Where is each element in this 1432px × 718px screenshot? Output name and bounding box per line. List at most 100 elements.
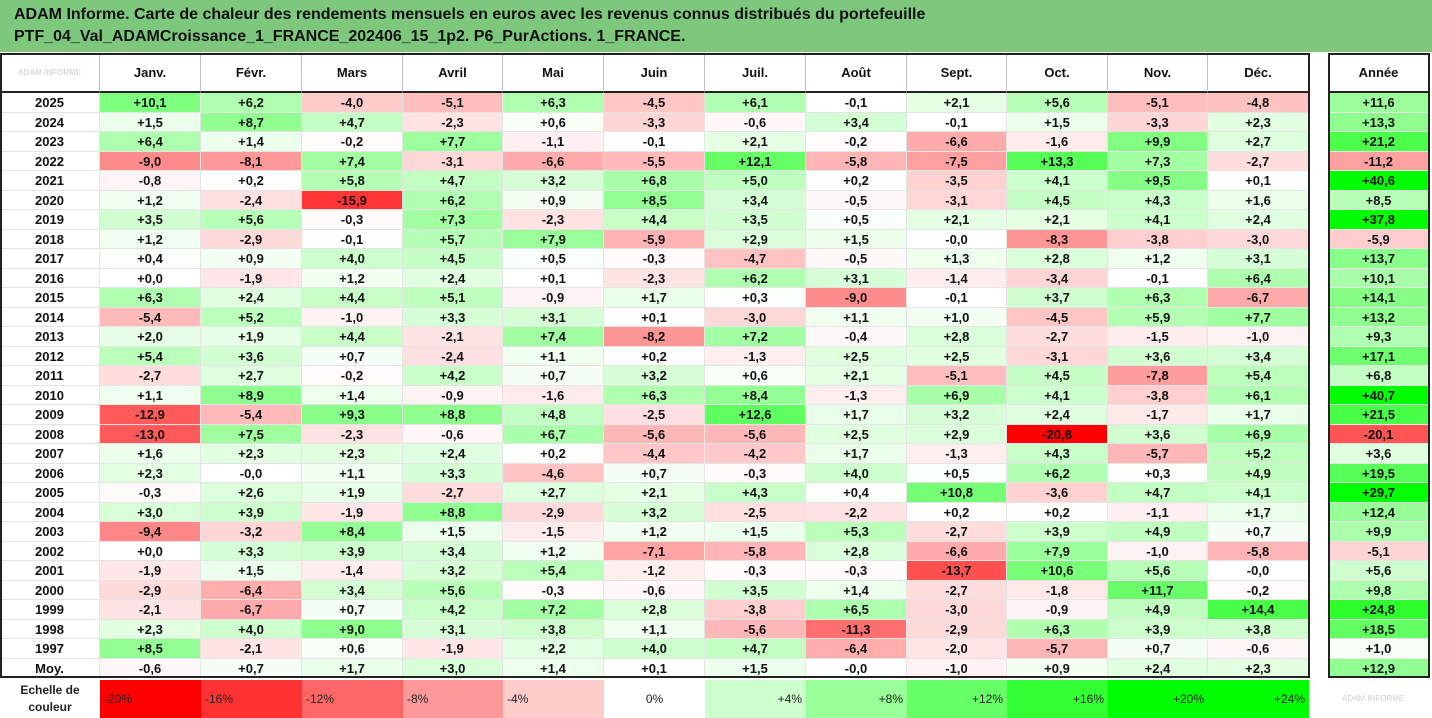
heatmap-cell: +4,1 bbox=[1108, 210, 1208, 230]
heatmap-cell: -5,8 bbox=[806, 151, 907, 171]
heatmap-cell: +11,7 bbox=[1108, 580, 1208, 600]
year-label: 2019 bbox=[0, 210, 100, 230]
heatmap-cell: +6,3 bbox=[1007, 619, 1108, 639]
heatmap-cell: +2,2 bbox=[503, 639, 604, 659]
column-header-9: Sept. bbox=[907, 53, 1007, 93]
chart-title-line-2: PTF_04_Val_ADAMCroissance_1_FRANCE_20240… bbox=[14, 28, 686, 45]
heatmap-cell: +4,5 bbox=[403, 249, 503, 269]
year-label: 1997 bbox=[0, 639, 100, 659]
heatmap-cell: +7,2 bbox=[503, 600, 604, 620]
heatmap-cell: -1,3 bbox=[907, 444, 1007, 464]
column-header-5: Mai bbox=[503, 53, 604, 93]
heatmap-cell: -4,8 bbox=[1208, 93, 1309, 113]
heatmap-cell: -1,8 bbox=[1007, 580, 1108, 600]
year-label: 2015 bbox=[0, 288, 100, 308]
heatmap-cell: +7,9 bbox=[503, 229, 604, 249]
heatmap-cell: +4,3 bbox=[705, 483, 806, 503]
heatmap-cell: +0,5 bbox=[806, 210, 907, 230]
color-scale-swatch: +8% bbox=[806, 680, 907, 718]
average-cell: +2,3 bbox=[1208, 658, 1309, 678]
heatmap-cell: +1,7 bbox=[806, 444, 907, 464]
heatmap-cell: +6,2 bbox=[201, 93, 302, 113]
column-header-8: Août bbox=[806, 53, 907, 93]
heatmap-cell: +2,1 bbox=[604, 483, 705, 503]
annual-cell: -5,9 bbox=[1328, 229, 1430, 249]
heatmap-cell: +4,7 bbox=[403, 171, 503, 191]
annual-cell: +14,1 bbox=[1328, 288, 1430, 308]
heatmap-cell: -5,6 bbox=[705, 424, 806, 444]
annual-cell: +40,6 bbox=[1328, 171, 1430, 191]
heatmap-cell: +6,3 bbox=[100, 288, 201, 308]
heatmap-cell: -3,8 bbox=[705, 600, 806, 620]
heatmap-cell: +12,1 bbox=[705, 151, 806, 171]
heatmap-cell: +0,2 bbox=[907, 502, 1007, 522]
heatmap-cell: +9,9 bbox=[1108, 132, 1208, 152]
heatmap-cell: +7,5 bbox=[201, 424, 302, 444]
heatmap-cell: -2,5 bbox=[705, 502, 806, 522]
heatmap-cell: +5,8 bbox=[302, 171, 403, 191]
heatmap-cell: -2,1 bbox=[201, 639, 302, 659]
heatmap-cell: +4,4 bbox=[302, 327, 403, 347]
heatmap-cell: +1,1 bbox=[302, 463, 403, 483]
heatmap-cell: -1,1 bbox=[1108, 502, 1208, 522]
heatmap-cell: +4,4 bbox=[604, 210, 705, 230]
heatmap-cell: +3,1 bbox=[403, 619, 503, 639]
average-row-label: Moy. bbox=[0, 658, 100, 678]
heatmap-cell: +4,2 bbox=[403, 600, 503, 620]
year-label: 2025 bbox=[0, 93, 100, 113]
heatmap-cell: +6,3 bbox=[503, 93, 604, 113]
heatmap-cell: -5,1 bbox=[1108, 93, 1208, 113]
heatmap-cell: +8,8 bbox=[403, 405, 503, 425]
heatmap-cell: +6,1 bbox=[1208, 385, 1309, 405]
heatmap-cell: +7,3 bbox=[1108, 151, 1208, 171]
heatmap-cell: +7,9 bbox=[1007, 541, 1108, 561]
heatmap-cell: +7,4 bbox=[302, 151, 403, 171]
heatmap-cell: -4,6 bbox=[503, 463, 604, 483]
annual-cell: +29,7 bbox=[1328, 483, 1430, 503]
heatmap-cell: +1,2 bbox=[100, 229, 201, 249]
column-header-10: Oct. bbox=[1007, 53, 1108, 93]
heatmap-cell: -1,0 bbox=[302, 307, 403, 327]
heatmap-cell: -6,4 bbox=[201, 580, 302, 600]
year-label: 2023 bbox=[0, 132, 100, 152]
heatmap-cell: -1,4 bbox=[302, 561, 403, 581]
heatmap-cell: -7,8 bbox=[1108, 366, 1208, 386]
heatmap-cell: +14,4 bbox=[1208, 600, 1309, 620]
heatmap-cell: -0,1 bbox=[806, 93, 907, 113]
column-header-6: Juin bbox=[604, 53, 705, 93]
heatmap-cell: +4,0 bbox=[302, 249, 403, 269]
heatmap-cell: +3,2 bbox=[907, 405, 1007, 425]
year-label: 2012 bbox=[0, 346, 100, 366]
heatmap-cell: -1,6 bbox=[503, 385, 604, 405]
heatmap-cell: +3,2 bbox=[604, 366, 705, 386]
average-annual-cell: +12,9 bbox=[1328, 658, 1430, 678]
heatmap-cell: +8,4 bbox=[705, 385, 806, 405]
heatmap-cell: -0,5 bbox=[806, 249, 907, 269]
heatmap-cell: +2,7 bbox=[201, 366, 302, 386]
heatmap-cell: -1,3 bbox=[806, 385, 907, 405]
heatmap-cell: -0,0 bbox=[201, 463, 302, 483]
heatmap-cell: -0,3 bbox=[503, 580, 604, 600]
heatmap-cell: +3,6 bbox=[1108, 424, 1208, 444]
heatmap-cell: -1,2 bbox=[604, 561, 705, 581]
heatmap-cell: +4,4 bbox=[302, 288, 403, 308]
heatmap-cell: +7,2 bbox=[705, 327, 806, 347]
heatmap-cell: +5,0 bbox=[705, 171, 806, 191]
heatmap-cell: -1,7 bbox=[1108, 405, 1208, 425]
heatmap-cell: +6,7 bbox=[503, 424, 604, 444]
heatmap-cell: -4,0 bbox=[302, 93, 403, 113]
heatmap-cell: +1,4 bbox=[806, 580, 907, 600]
heatmap-cell: +1,1 bbox=[503, 346, 604, 366]
heatmap-cell: +9,5 bbox=[1108, 171, 1208, 191]
heatmap-cell: +1,2 bbox=[503, 541, 604, 561]
heatmap-cell: +1,7 bbox=[1208, 405, 1309, 425]
heatmap-cell: -1,9 bbox=[201, 268, 302, 288]
heatmap-cell: -0,6 bbox=[705, 112, 806, 132]
heatmap-cell: +2,8 bbox=[1007, 249, 1108, 269]
heatmap-cell: +1,4 bbox=[201, 132, 302, 152]
heatmap-cell: -3,2 bbox=[201, 522, 302, 542]
heatmap-cell: +2,4 bbox=[403, 444, 503, 464]
heatmap-cell: -0,9 bbox=[403, 385, 503, 405]
year-label: 2013 bbox=[0, 327, 100, 347]
year-label: 2020 bbox=[0, 190, 100, 210]
